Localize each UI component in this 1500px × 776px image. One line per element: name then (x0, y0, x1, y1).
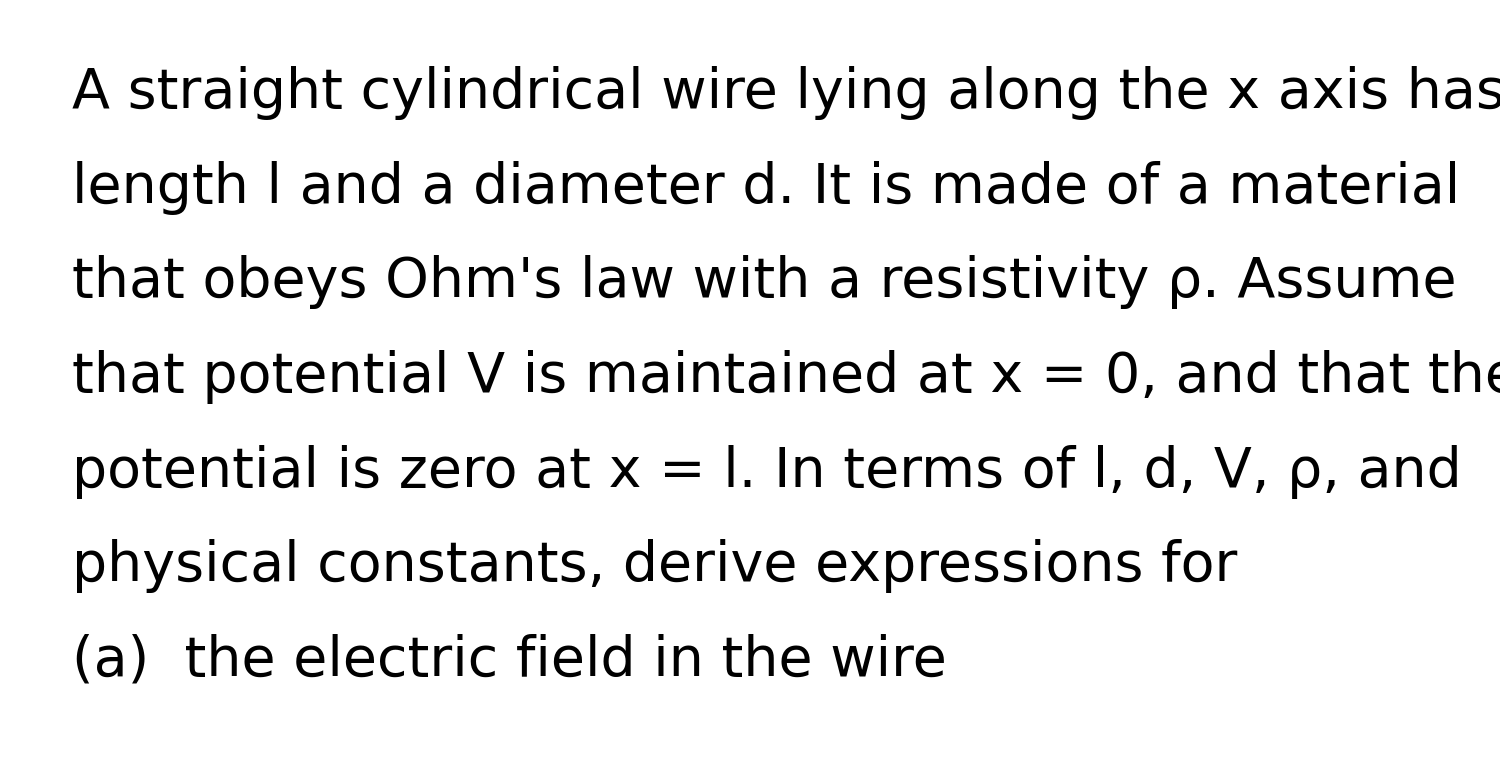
Text: potential is zero at x = l. In terms of l, d, V, ρ, and: potential is zero at x = l. In terms of … (72, 445, 1461, 499)
Text: that potential V is maintained at x = 0, and that the: that potential V is maintained at x = 0,… (72, 350, 1500, 404)
Text: (a)  the electric field in the wire: (a) the electric field in the wire (72, 634, 946, 688)
Text: that obeys Ohm's law with a resistivity ρ. Assume: that obeys Ohm's law with a resistivity … (72, 255, 1456, 310)
Text: physical constants, derive expressions for: physical constants, derive expressions f… (72, 539, 1237, 594)
Text: length l and a diameter d. It is made of a material: length l and a diameter d. It is made of… (72, 161, 1460, 215)
Text: A straight cylindrical wire lying along the x axis has a: A straight cylindrical wire lying along … (72, 66, 1500, 120)
